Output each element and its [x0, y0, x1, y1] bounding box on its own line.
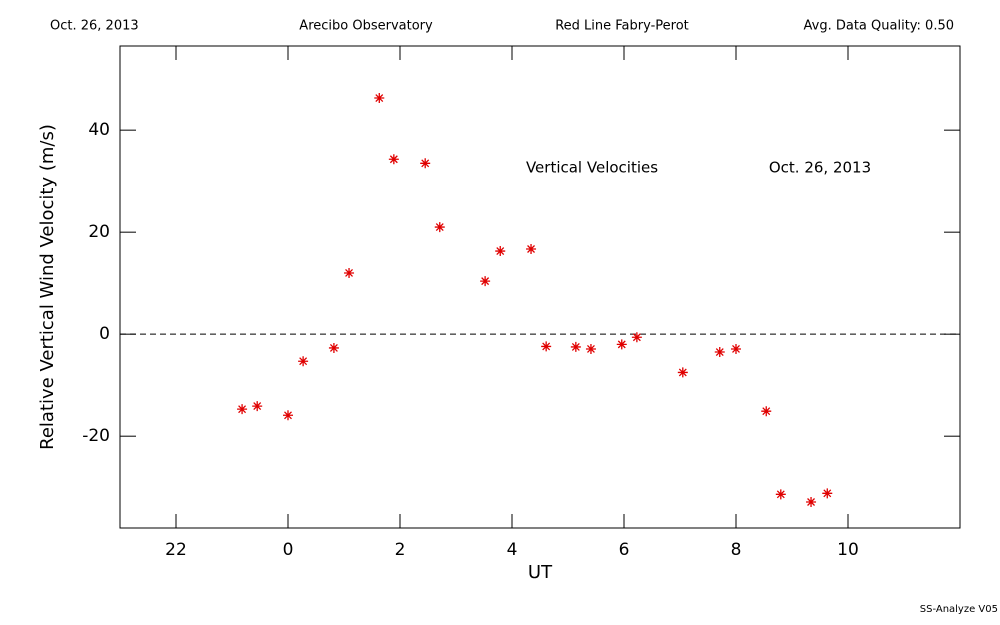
x-axis-label: UT: [528, 562, 553, 583]
x-tick-label: 10: [837, 540, 859, 560]
data-point: [822, 488, 833, 499]
data-point: [541, 341, 552, 352]
y-tick-label: 20: [88, 222, 110, 242]
data-point: [761, 406, 772, 417]
y-axis-label: Relative Vertical Wind Velocity (m/s): [37, 124, 58, 450]
data-point: [283, 410, 293, 421]
header-site: Arecibo Observatory: [299, 19, 433, 34]
data-point: [388, 154, 399, 165]
data-point: [585, 343, 596, 354]
annotation: Oct. 26, 2013: [769, 159, 871, 177]
data-point: [328, 342, 339, 353]
data-point: [526, 244, 537, 255]
data-point: [344, 267, 355, 278]
data-point: [731, 343, 741, 354]
x-tick-label: 6: [619, 540, 630, 560]
data-point: [616, 339, 627, 350]
data-point: [252, 401, 263, 412]
data-point: [434, 222, 445, 233]
data-point: [237, 404, 248, 415]
annotation: Vertical Velocities: [526, 159, 658, 177]
x-tick-label: 4: [507, 540, 518, 560]
header-quality: Avg. Data Quality: 0.50: [804, 19, 954, 34]
footer: SS-Analyze V05: [920, 604, 998, 615]
x-tick-label: 22: [165, 540, 187, 560]
x-tick-label: 2: [395, 540, 406, 560]
header-date: Oct. 26, 2013: [50, 19, 139, 34]
x-tick-label: 8: [731, 540, 742, 560]
data-point: [631, 332, 642, 343]
data-point: [677, 367, 688, 378]
data-point: [714, 347, 725, 358]
plot-frame: [119, 45, 961, 529]
data-point: [298, 356, 309, 367]
data-point: [480, 276, 491, 287]
x-tick-label: 0: [283, 540, 294, 560]
data-point: [806, 496, 817, 507]
data-point: [570, 341, 581, 352]
data-point: [775, 489, 786, 500]
data-point: [420, 158, 431, 169]
header-instrument: Red Line Fabry-Perot: [555, 19, 689, 34]
y-tick-label: 40: [88, 120, 110, 140]
data-point: [495, 246, 506, 257]
data-point: [374, 93, 385, 104]
y-tick-label: -20: [82, 426, 110, 446]
y-tick-label: 0: [99, 324, 110, 344]
